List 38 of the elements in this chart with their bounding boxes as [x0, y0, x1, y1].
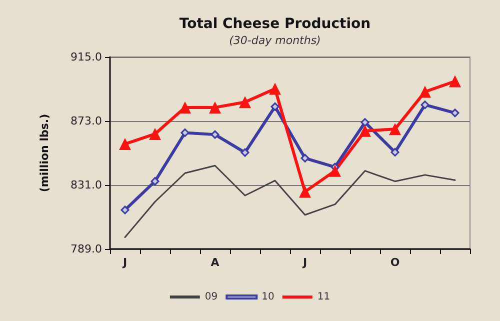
- y-tick-label: 915.0: [70, 50, 102, 64]
- x-tick-label: A: [210, 256, 220, 269]
- y-tick-label: 831.0: [70, 178, 102, 192]
- point: [120, 206, 130, 214]
- point: [299, 186, 311, 198]
- y-tick-label: 873.0: [70, 114, 102, 128]
- x-tick-label: O: [390, 256, 400, 269]
- point: [300, 154, 310, 162]
- point: [390, 148, 400, 156]
- point: [210, 130, 220, 139]
- chart-title: Total Cheese Production: [179, 16, 371, 32]
- point: [269, 82, 281, 95]
- y-axis-title: (million lbs.): [38, 114, 51, 192]
- point: [150, 177, 160, 186]
- point: [419, 86, 431, 98]
- point: [119, 138, 131, 150]
- line-series: [124, 164, 456, 238]
- point: [389, 123, 401, 136]
- legend-label: 10: [262, 292, 274, 302]
- point: [449, 75, 461, 88]
- point: [179, 101, 191, 114]
- point: [329, 164, 341, 177]
- x-tick-label: J: [122, 256, 128, 269]
- point: [270, 102, 280, 111]
- point: [360, 118, 370, 127]
- point: [239, 96, 251, 108]
- legend-label: 09: [204, 292, 218, 302]
- y-tick-label: 789.0: [70, 242, 102, 256]
- point: [149, 128, 161, 140]
- point: [209, 101, 221, 114]
- point: [180, 128, 190, 137]
- point: [359, 124, 371, 137]
- x-tick-label: J: [302, 256, 308, 269]
- point: [450, 108, 460, 118]
- legend-label: 11: [317, 292, 330, 302]
- point: [240, 148, 250, 157]
- chart-subtitle: (30-day months): [229, 34, 321, 47]
- point: [420, 100, 430, 110]
